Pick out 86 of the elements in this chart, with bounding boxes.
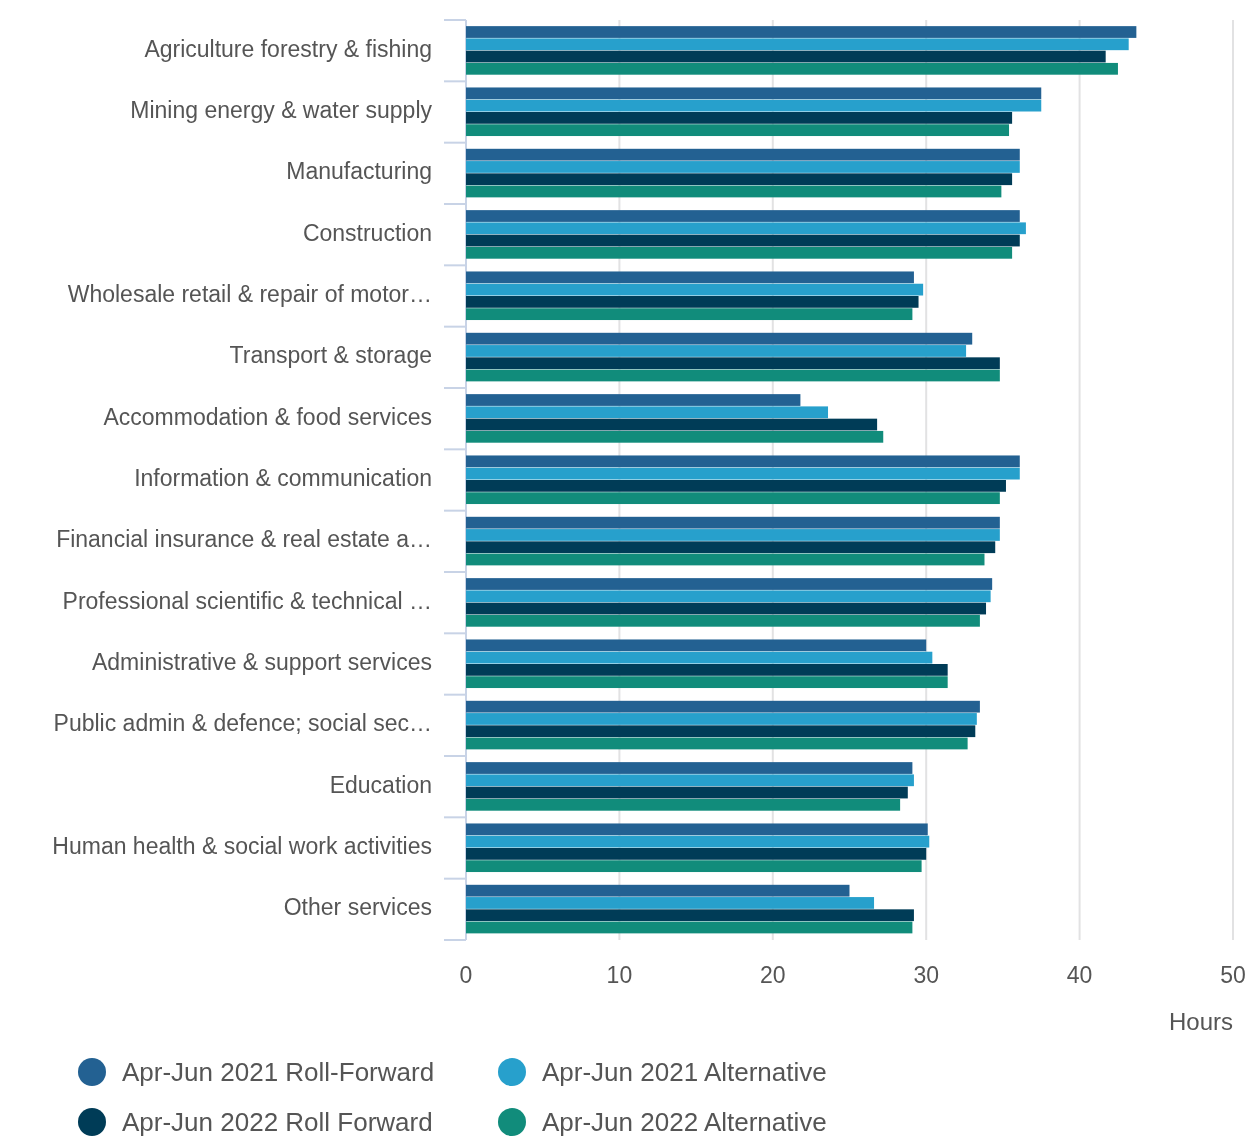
bar [466, 185, 1002, 198]
x-tick-label: 50 [1220, 962, 1246, 988]
bar [466, 590, 991, 603]
bar [466, 762, 913, 774]
x-tick-label: 30 [913, 962, 939, 988]
legend-label: Apr-Jun 2021 Alternative [542, 1057, 827, 1087]
bar [466, 516, 1000, 529]
bar [466, 124, 1010, 137]
bar [466, 639, 927, 652]
bar [466, 87, 1042, 100]
bar [466, 664, 948, 676]
y-tick-label: Construction [302, 219, 432, 246]
y-tick-label: Mining energy & water supply [130, 97, 433, 124]
y-tick-label: Professional scientific & technical … [62, 587, 432, 614]
bar [466, 369, 1000, 382]
y-tick-label: Financial insurance & real estate a… [56, 526, 432, 553]
y-tick-label: Transport & storage [229, 342, 432, 369]
bar [466, 26, 1137, 38]
bar [466, 246, 1013, 259]
x-tick-label: 20 [760, 962, 786, 988]
y-tick-label: Education [329, 771, 432, 798]
bar [466, 848, 927, 860]
bar [466, 921, 913, 934]
x-tick-label: 10 [606, 962, 633, 988]
y-tick-label: Other services [283, 894, 432, 921]
bar [466, 860, 922, 873]
bar [466, 296, 919, 308]
bar [466, 541, 996, 554]
bar [466, 210, 1020, 222]
bar [466, 161, 1020, 173]
bar [466, 713, 977, 725]
x-tick-label: 40 [1066, 962, 1093, 988]
bar [466, 222, 1026, 235]
y-tick-label: Administrative & support services [91, 649, 432, 676]
bar [466, 774, 914, 787]
bar [466, 173, 1013, 186]
bar [466, 357, 1000, 370]
bar [466, 602, 987, 615]
bar [466, 884, 850, 897]
bar [466, 786, 908, 799]
bar [466, 50, 1106, 63]
bar [466, 798, 901, 811]
bar [466, 406, 829, 419]
x-tick-label: 0 [459, 962, 473, 988]
bar [466, 308, 913, 321]
bar [466, 553, 985, 566]
bar [466, 676, 948, 689]
y-tick-label: Agriculture forestry & fishing [144, 35, 432, 62]
bar [466, 614, 980, 627]
bar [466, 234, 1020, 247]
y-tick-label: Manufacturing [286, 158, 432, 185]
bar [466, 455, 1020, 468]
bar [466, 271, 914, 284]
bar [466, 430, 884, 443]
bar [466, 467, 1020, 480]
bar [466, 823, 928, 836]
bar [466, 394, 801, 406]
legend-label: Apr-Jun 2022 Alternative [542, 1107, 827, 1137]
bar [466, 345, 967, 357]
y-tick-label: Wholesale retail & repair of motor… [67, 281, 432, 308]
bar [466, 283, 924, 296]
x-axis-title: Hours [1168, 1008, 1233, 1035]
y-tick-label: Public admin & defence; social sec… [53, 710, 432, 737]
bar [466, 492, 1000, 505]
bar [466, 418, 878, 431]
bar [466, 529, 1000, 541]
bar [466, 897, 875, 909]
y-tick-label: Information & communication [134, 465, 432, 492]
bar [466, 38, 1129, 51]
legend-label: Apr-Jun 2022 Roll Forward [122, 1107, 433, 1137]
bar [466, 578, 993, 590]
bar [466, 737, 968, 750]
bar [466, 148, 1020, 161]
bar [466, 62, 1118, 75]
bar [466, 835, 930, 848]
bar [466, 332, 973, 345]
bar [466, 909, 914, 922]
bar [466, 651, 933, 664]
y-tick-label: Accommodation & food services [103, 403, 432, 430]
bar [466, 700, 980, 713]
bar [466, 99, 1042, 112]
y-tick-label: Human health & social work activities [52, 833, 432, 860]
bar [466, 480, 1006, 492]
legend-label: Apr-Jun 2021 Roll-Forward [122, 1057, 435, 1087]
bar [466, 725, 976, 738]
bar [466, 112, 1013, 124]
